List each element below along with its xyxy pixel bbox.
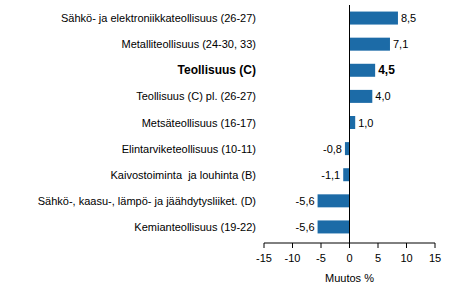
bar: [318, 194, 350, 207]
x-tick-label: -10: [285, 252, 301, 264]
data-label: -1,1: [321, 169, 340, 181]
category-label: Kaivostoiminta ja louhinta (B): [110, 169, 256, 181]
data-label: -5,6: [296, 195, 315, 207]
zero-line: [349, 5, 350, 243]
category-label: Kemianteollisuus (19-22): [134, 221, 256, 233]
data-label: 1,0: [358, 117, 373, 129]
x-tick: [406, 243, 407, 248]
bars: [318, 12, 398, 234]
category-label: Elintarviketeollisuus (10-11): [122, 143, 256, 155]
bar: [350, 90, 373, 103]
bar: [350, 64, 376, 77]
data-label: 4,0: [375, 90, 390, 102]
chart-container: -15 -10 -5 0 5 10 15 Muutos % Sähkö- ja elektron…: [0, 0, 454, 302]
x-tick: [435, 243, 436, 248]
bar: [350, 12, 398, 25]
x-tick: [292, 243, 293, 248]
data-label: -5,6: [296, 221, 315, 233]
data-label: -0,8: [323, 143, 342, 155]
bar: [350, 116, 356, 129]
category-label: Teollisuus (C) pl. (26-27): [136, 90, 256, 102]
bar: [350, 38, 390, 51]
x-tick-label: -15: [256, 252, 272, 264]
data-label: 4,5: [378, 63, 395, 77]
x-axis-label: Muutos %: [325, 272, 374, 284]
x-tick: [378, 243, 379, 248]
category-label: Sähkö-, kaasu-, lämpö- ja jäähdytysliike…: [38, 195, 256, 207]
x-tick: [321, 243, 322, 248]
x-tick-label: -5: [316, 252, 326, 264]
bar: [318, 220, 350, 233]
x-tick-label: 15: [429, 252, 441, 264]
chart: -15 -10 -5 0 5 10 15 Muutos % Sähkö- ja elektron…: [0, 0, 454, 302]
category-label: Metsäteollisuus (16-17): [142, 117, 256, 129]
data-label: 7,1: [393, 38, 408, 50]
bar: [345, 142, 350, 155]
x-tick-label: 0: [346, 252, 352, 264]
category-label: Sähkö- ja elektroniikkateollisuus (26-27…: [61, 12, 256, 24]
bar: [343, 168, 349, 181]
x-tick: [264, 243, 265, 248]
data-label: 8,5: [401, 12, 416, 24]
category-label: Metalliteollisuus (24-30, 33): [121, 38, 256, 50]
x-tick: [349, 243, 350, 248]
x-tick-label: 10: [400, 252, 412, 264]
x-tick-label: 5: [375, 252, 381, 264]
category-label: Teollisuus (C): [178, 63, 256, 77]
